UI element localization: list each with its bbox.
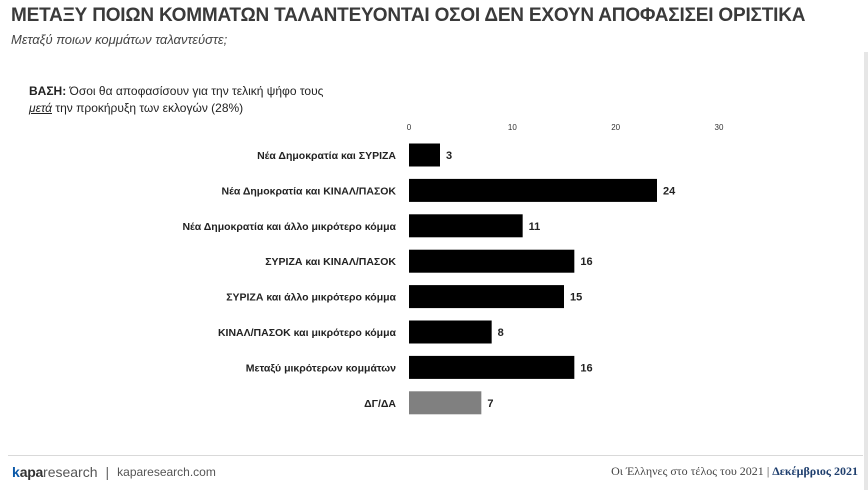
x-tick-label: 0	[407, 123, 412, 132]
bar	[409, 143, 440, 167]
category-label: ΚΙΝΑΛ/ΠΑΣΟΚ και μικρότερο κόμμα	[218, 327, 397, 339]
footer-survey-name: Οι Έλληνες στο τέλος του 2021	[611, 464, 764, 478]
base-text-1: Όσοι θα αποφασίσουν για την τελική ψήφο …	[69, 84, 324, 98]
bar	[409, 391, 482, 415]
bar	[409, 285, 564, 309]
footer-survey-info: Οι Έλληνες στο τέλος του 2021 | Δεκέμβρι…	[611, 464, 858, 479]
bar	[409, 355, 575, 379]
category-label: ΣΥΡΙΖΑ και άλλο μικρότερο κόμμα	[226, 292, 396, 304]
bar	[409, 214, 523, 238]
bar	[409, 320, 492, 344]
right-edge-shadow	[864, 52, 868, 490]
brand-logo-k: k	[12, 464, 20, 480]
page-subtitle: Μεταξύ ποιων κομμάτων ταλαντεύστε;	[11, 32, 228, 47]
bar	[409, 178, 657, 202]
category-label: Νέα Δημοκρατία και άλλο μικρότερο κόμμα	[182, 221, 396, 233]
base-note-line2: μετά την προκήρυξη των εκλογών (28%)	[29, 100, 323, 117]
value-label: 16	[580, 362, 592, 374]
base-label: ΒΑΣΗ:	[29, 84, 67, 98]
value-label: 15	[570, 292, 582, 304]
category-label: Μεταξύ μικρότερων κομμάτων	[246, 362, 396, 374]
base-underlined: μετά	[29, 101, 53, 115]
x-tick-label: 20	[611, 123, 620, 132]
footer-divider	[8, 455, 863, 456]
value-label: 24	[663, 185, 676, 197]
value-label: 16	[580, 256, 592, 268]
x-tick-label: 10	[508, 123, 517, 132]
page-title: ΜΕΤΑΞΥ ΠΟΙΩΝ ΚΟΜΜΑΤΩΝ ΤΑΛΑΝΤΕΥΟΝΤΑΙ ΟΣΟΙ…	[11, 5, 806, 26]
base-text-2: την προκήρυξη των εκλογών (28%)	[55, 101, 244, 115]
value-label: 7	[487, 398, 493, 410]
base-note: ΒΑΣΗ: Όσοι θα αποφασίσουν για την τελική…	[29, 83, 323, 117]
value-label: 3	[446, 150, 452, 162]
category-label: ΔΓ/ΔΑ	[364, 398, 396, 410]
base-note-line1: ΒΑΣΗ: Όσοι θα αποφασίσουν για την τελική…	[29, 83, 323, 100]
x-tick-label: 30	[715, 123, 724, 132]
bar	[409, 249, 575, 273]
category-label: Νέα Δημοκρατία και ΣΥΡΙΖΑ	[257, 150, 396, 162]
footer-month: Δεκέμβριος 2021	[772, 464, 858, 478]
brand-logo-apa: apa	[19, 464, 44, 480]
footer-brand: k apa research | kaparesearch.com	[12, 462, 216, 482]
footer-website: kaparesearch.com	[117, 465, 216, 479]
value-label: 11	[529, 221, 541, 233]
brand-logo-research: research	[43, 464, 98, 480]
value-label: 8	[498, 327, 504, 339]
category-label: Νέα Δημοκρατία και ΚΙΝΑΛ/ΠΑΣΟΚ	[222, 185, 397, 197]
category-label: ΣΥΡΙΖΑ και ΚΙΝΑΛ/ΠΑΣΟΚ	[265, 256, 396, 268]
footer-survey-separator: |	[766, 464, 770, 478]
footer-separator: |	[105, 464, 110, 480]
